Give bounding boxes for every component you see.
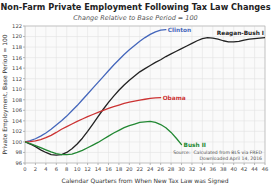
series-line [25,30,166,142]
x-tick-label: 26 [157,166,164,172]
grid-line-y [25,141,265,142]
x-tick-label: 10 [74,166,81,172]
grid-line-x [212,26,213,163]
x-tick-label: 0 [23,166,26,172]
grid-line-x [35,26,36,163]
grid-line-x [139,26,140,163]
y-axis-label: Private Employment, Base Period = 100 [1,34,9,154]
series-lines [25,30,265,155]
y-tick-label: 106 [12,107,22,113]
x-tick-label: 42 [241,166,248,172]
x-tick-label: 24 [147,166,154,172]
grid-line-x [45,26,46,163]
x-tick-label: 40 [230,166,237,172]
grid-line-x [233,26,234,163]
annotation-line: Downloaded April 14, 2016 [200,156,263,161]
grid-line-y [25,57,265,58]
series-line [25,38,265,156]
x-tick-label: 6 [55,166,58,172]
y-tick-label: 122 [12,23,22,29]
grid-line-x [244,26,245,163]
x-tick-label: 38 [220,166,227,172]
x-tick-label: 22 [136,166,143,172]
y-tick-label: 100 [12,139,22,145]
x-tick-label: 28 [168,166,175,172]
x-tick-label: 18 [116,166,123,172]
y-tick-label: 104 [12,118,23,124]
grid-line-x [77,26,78,163]
grid-line-x [118,26,119,163]
grid-line-x [129,26,130,163]
grid-line-x [150,26,151,163]
y-tick-label: 118 [12,44,22,50]
grid-line-x [160,26,161,163]
series-line [25,121,182,154]
x-tick-label: 36 [210,166,217,172]
x-tick-label: 44 [251,166,258,172]
series-label: Bush II [184,142,206,148]
grid-line-y [25,110,265,111]
y-tick-label: 98 [15,149,22,155]
grid-line-y [25,131,265,132]
y-tick-label: 120 [12,33,22,39]
grid-line-y [25,89,265,90]
grid-line-x [254,26,255,163]
x-tick-label: 16 [105,166,112,172]
x-tick-label: 12 [84,166,91,172]
x-tick-label: 14 [95,166,102,172]
annotation-line: Source: Calculated from BLS via FRED [173,150,262,155]
series-line [25,98,161,142]
y-tick-label: 110 [12,86,22,92]
grid-line-x [108,26,109,163]
y-tick-label: 116 [12,55,22,61]
y-tick-label: 96 [15,160,22,166]
x-axis-label: Calendar Quarters from When New Tax Law … [62,177,229,185]
annotation: Source: Calculated from BLS via FREDDown… [173,150,262,161]
series-label: Obama [163,95,186,101]
series-label: Reagan-Bush I [217,30,264,37]
x-tick-label: 4 [44,166,48,172]
grid-line-x [66,26,67,163]
subtitle: Change Relative to Base Period = 100 [73,14,198,22]
grid [25,26,265,163]
y-tick-label: 108 [12,97,22,103]
plot-area [25,26,265,163]
title: Non-Farm Private Employment Following Ta… [0,2,270,12]
x-tick-label: 34 [199,166,206,172]
plot-frame [25,26,265,163]
y-tick-label: 114 [12,65,23,71]
grid-line-x [56,26,57,163]
y-tick-label: 102 [12,128,22,134]
x-tick-label: 20 [126,166,133,172]
x-tick-label: 2 [34,166,37,172]
grid-line-y [25,78,265,79]
x-tick-label: 8 [65,166,68,172]
grid-line-x [223,26,224,163]
series-label: Clinton [168,27,191,33]
y-tick-label: 112 [12,76,22,82]
grid-line-y [25,47,265,48]
x-tick-label: 32 [189,166,196,172]
chart: Non-Farm Private Employment Following Ta… [0,0,271,186]
x-tick-label: 30 [178,166,185,172]
x-tick-label: 46 [262,166,269,172]
